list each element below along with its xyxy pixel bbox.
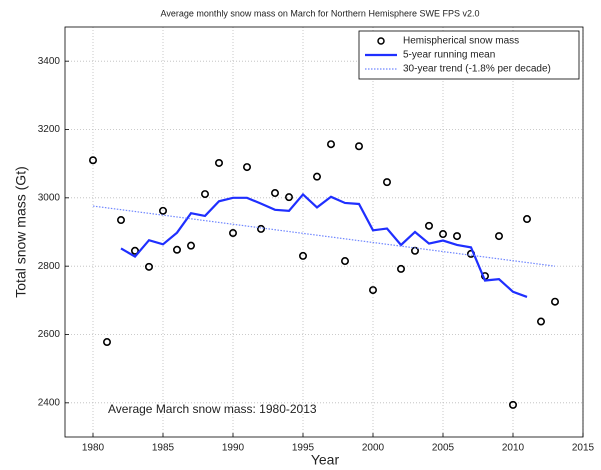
data-point	[298, 251, 307, 260]
y-tick-label: 3400	[38, 56, 61, 67]
y-axis-label: Total snow mass (Gt)	[13, 166, 29, 297]
data-point	[229, 229, 238, 238]
data-point	[270, 189, 279, 198]
x-tick-label: 1985	[152, 443, 175, 454]
y-tick-label: 2600	[38, 329, 61, 340]
data-point	[215, 158, 224, 167]
data-point	[438, 230, 447, 239]
x-tick-label: 2000	[362, 443, 385, 454]
data-point	[131, 246, 140, 255]
data-point	[159, 206, 168, 215]
x-tick-label: 1990	[222, 443, 245, 454]
x-axis-label: Year	[311, 452, 340, 468]
data-point	[173, 245, 182, 254]
data-point	[424, 221, 433, 230]
legend-label: 30-year trend (-1.8% per decade)	[403, 64, 551, 75]
data-point	[103, 338, 112, 347]
y-tick-label: 3000	[38, 192, 61, 203]
data-point	[368, 286, 377, 295]
data-point	[243, 163, 252, 172]
legend-marker	[377, 37, 385, 45]
data-point	[536, 317, 545, 326]
data-point	[494, 232, 503, 241]
data-point	[89, 156, 98, 165]
legend-label: 5-year running mean	[403, 50, 495, 61]
data-point	[522, 215, 531, 224]
data-point	[326, 140, 335, 149]
data-point	[396, 264, 405, 273]
x-tick-label: 1980	[82, 443, 105, 454]
annotation: Average March snow mass: 1980-2013	[108, 402, 317, 416]
data-point	[312, 172, 321, 181]
data-point	[256, 224, 265, 233]
plot-frame	[64, 26, 584, 438]
data-point	[145, 262, 154, 271]
y-tick-label: 2800	[38, 261, 61, 272]
data-point	[382, 178, 391, 187]
data-point	[117, 216, 126, 225]
chart-title: Average monthly snow mass on March for N…	[161, 8, 480, 18]
data-point	[201, 190, 210, 199]
data-point	[340, 257, 349, 266]
y-tick-label: 2400	[38, 397, 61, 408]
x-tick-label: 2015	[572, 443, 595, 454]
y-tick-label: 3200	[38, 124, 61, 135]
legend-label: Hemispherical snow mass	[403, 36, 519, 47]
data-point	[452, 232, 461, 241]
data-point	[187, 241, 196, 250]
trend-line	[92, 205, 556, 267]
data-point	[550, 297, 559, 306]
x-tick-label: 1995	[292, 443, 315, 454]
data-point	[354, 142, 363, 151]
x-tick-label: 2010	[502, 443, 525, 454]
running-mean-line	[120, 192, 528, 298]
data-point	[508, 400, 517, 409]
data-point	[284, 193, 293, 202]
x-tick-label: 2005	[432, 443, 455, 454]
